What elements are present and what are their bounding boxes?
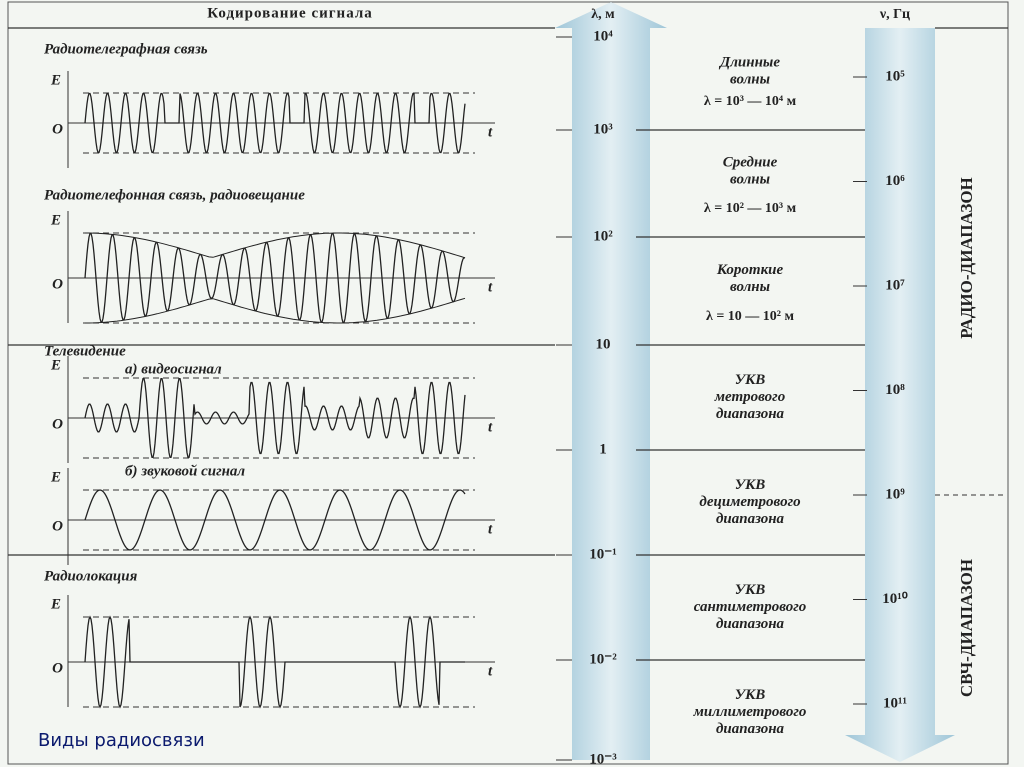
band-name: УКВ xyxy=(735,477,766,493)
band-name: волны xyxy=(730,279,770,295)
band-name: Короткие xyxy=(716,262,784,278)
axis-label: E xyxy=(50,357,61,373)
waveform xyxy=(84,92,466,154)
band-name: дециметрового xyxy=(699,494,800,510)
frequency-tick: 10⁶ xyxy=(885,173,905,189)
axis-label: O xyxy=(52,660,63,676)
waveform xyxy=(84,489,466,551)
graph-label: б) звуковой сигнал xyxy=(125,463,245,479)
band-range: λ = 10 — 10² м xyxy=(706,309,795,324)
graph-label: Радиолокация xyxy=(44,568,138,584)
caption: Виды радиосвязи xyxy=(38,730,205,751)
frequency-tick: 10¹⁰ xyxy=(882,591,908,607)
band-name: УКВ xyxy=(735,372,766,388)
axis-label: O xyxy=(52,518,63,534)
axis-label: t xyxy=(488,521,493,537)
wavelength-tick: 1 xyxy=(599,441,607,457)
band-name: Длинные xyxy=(718,54,780,70)
axis-label: O xyxy=(52,121,63,137)
frequency-arrow xyxy=(845,28,955,762)
band-range: λ = 10² — 10³ м xyxy=(704,201,797,216)
axis-label: E xyxy=(50,72,61,88)
section-heading: Телевидение xyxy=(44,343,126,359)
axis-label: O xyxy=(52,416,63,432)
axis-label: E xyxy=(50,212,61,228)
graph-label: а) видеосигнал xyxy=(125,361,222,377)
wavelength-tick: 10⁴ xyxy=(593,28,613,44)
band-name: диапазона xyxy=(716,406,785,422)
waveform xyxy=(84,615,465,709)
waveform xyxy=(84,232,466,324)
band-name: диапазона xyxy=(716,511,785,527)
graph-label: Радиотелеграфная связь xyxy=(44,41,208,57)
axis-label: E xyxy=(50,596,61,612)
band-range: λ = 10³ — 10⁴ м xyxy=(704,94,797,109)
axis-label: E xyxy=(50,469,61,485)
graph-label: Радиотелефонная связь, радиовещание xyxy=(44,187,305,203)
frequency-tick: 10¹¹ xyxy=(883,695,907,711)
band-group: СВЧ-ДИАПАЗОН xyxy=(957,559,976,697)
wavelength-tick: 10 xyxy=(596,336,611,352)
axis-label: O xyxy=(52,276,63,292)
envelope xyxy=(85,297,466,324)
wavelength-tick: 10⁻¹ xyxy=(589,546,616,562)
waveform xyxy=(84,377,466,459)
band-name: волны xyxy=(730,71,770,87)
wavelength-tick: 10² xyxy=(593,228,613,244)
axis-label: t xyxy=(488,419,493,435)
frequency-tick: 10⁵ xyxy=(885,68,905,84)
frequency-tick: 10⁹ xyxy=(885,486,905,502)
frequency-label: ν, Гц xyxy=(879,7,910,22)
envelope xyxy=(85,232,466,259)
band-name: диапазона xyxy=(716,616,785,632)
wavelength-tick: 10³ xyxy=(593,121,613,137)
frame xyxy=(7,1,1009,765)
axis-label: t xyxy=(488,124,493,140)
band-name: метрового xyxy=(714,389,785,405)
wavelength-label: λ, м xyxy=(591,7,615,22)
wavelength-tick: 10⁻² xyxy=(589,651,617,667)
title: Кодирование сигнала xyxy=(207,5,373,21)
band-group: РАДИО-ДИАПАЗОН xyxy=(957,177,976,339)
wavelength-arrow xyxy=(555,2,667,760)
band-name: диапазона xyxy=(716,721,785,737)
band-name: сантиметрового xyxy=(694,599,807,615)
band-name: волны xyxy=(730,171,770,187)
band-name: УКВ xyxy=(735,687,766,703)
axis-label: t xyxy=(488,663,493,679)
band-name: УКВ xyxy=(735,582,766,598)
frequency-tick: 10⁸ xyxy=(885,382,905,398)
wavelength-tick: 10⁻³ xyxy=(589,751,617,767)
frequency-tick: 10⁷ xyxy=(885,277,905,293)
band-name: Средние xyxy=(723,154,778,170)
axis-label: t xyxy=(488,279,493,295)
band-name: миллиметрового xyxy=(693,704,807,720)
